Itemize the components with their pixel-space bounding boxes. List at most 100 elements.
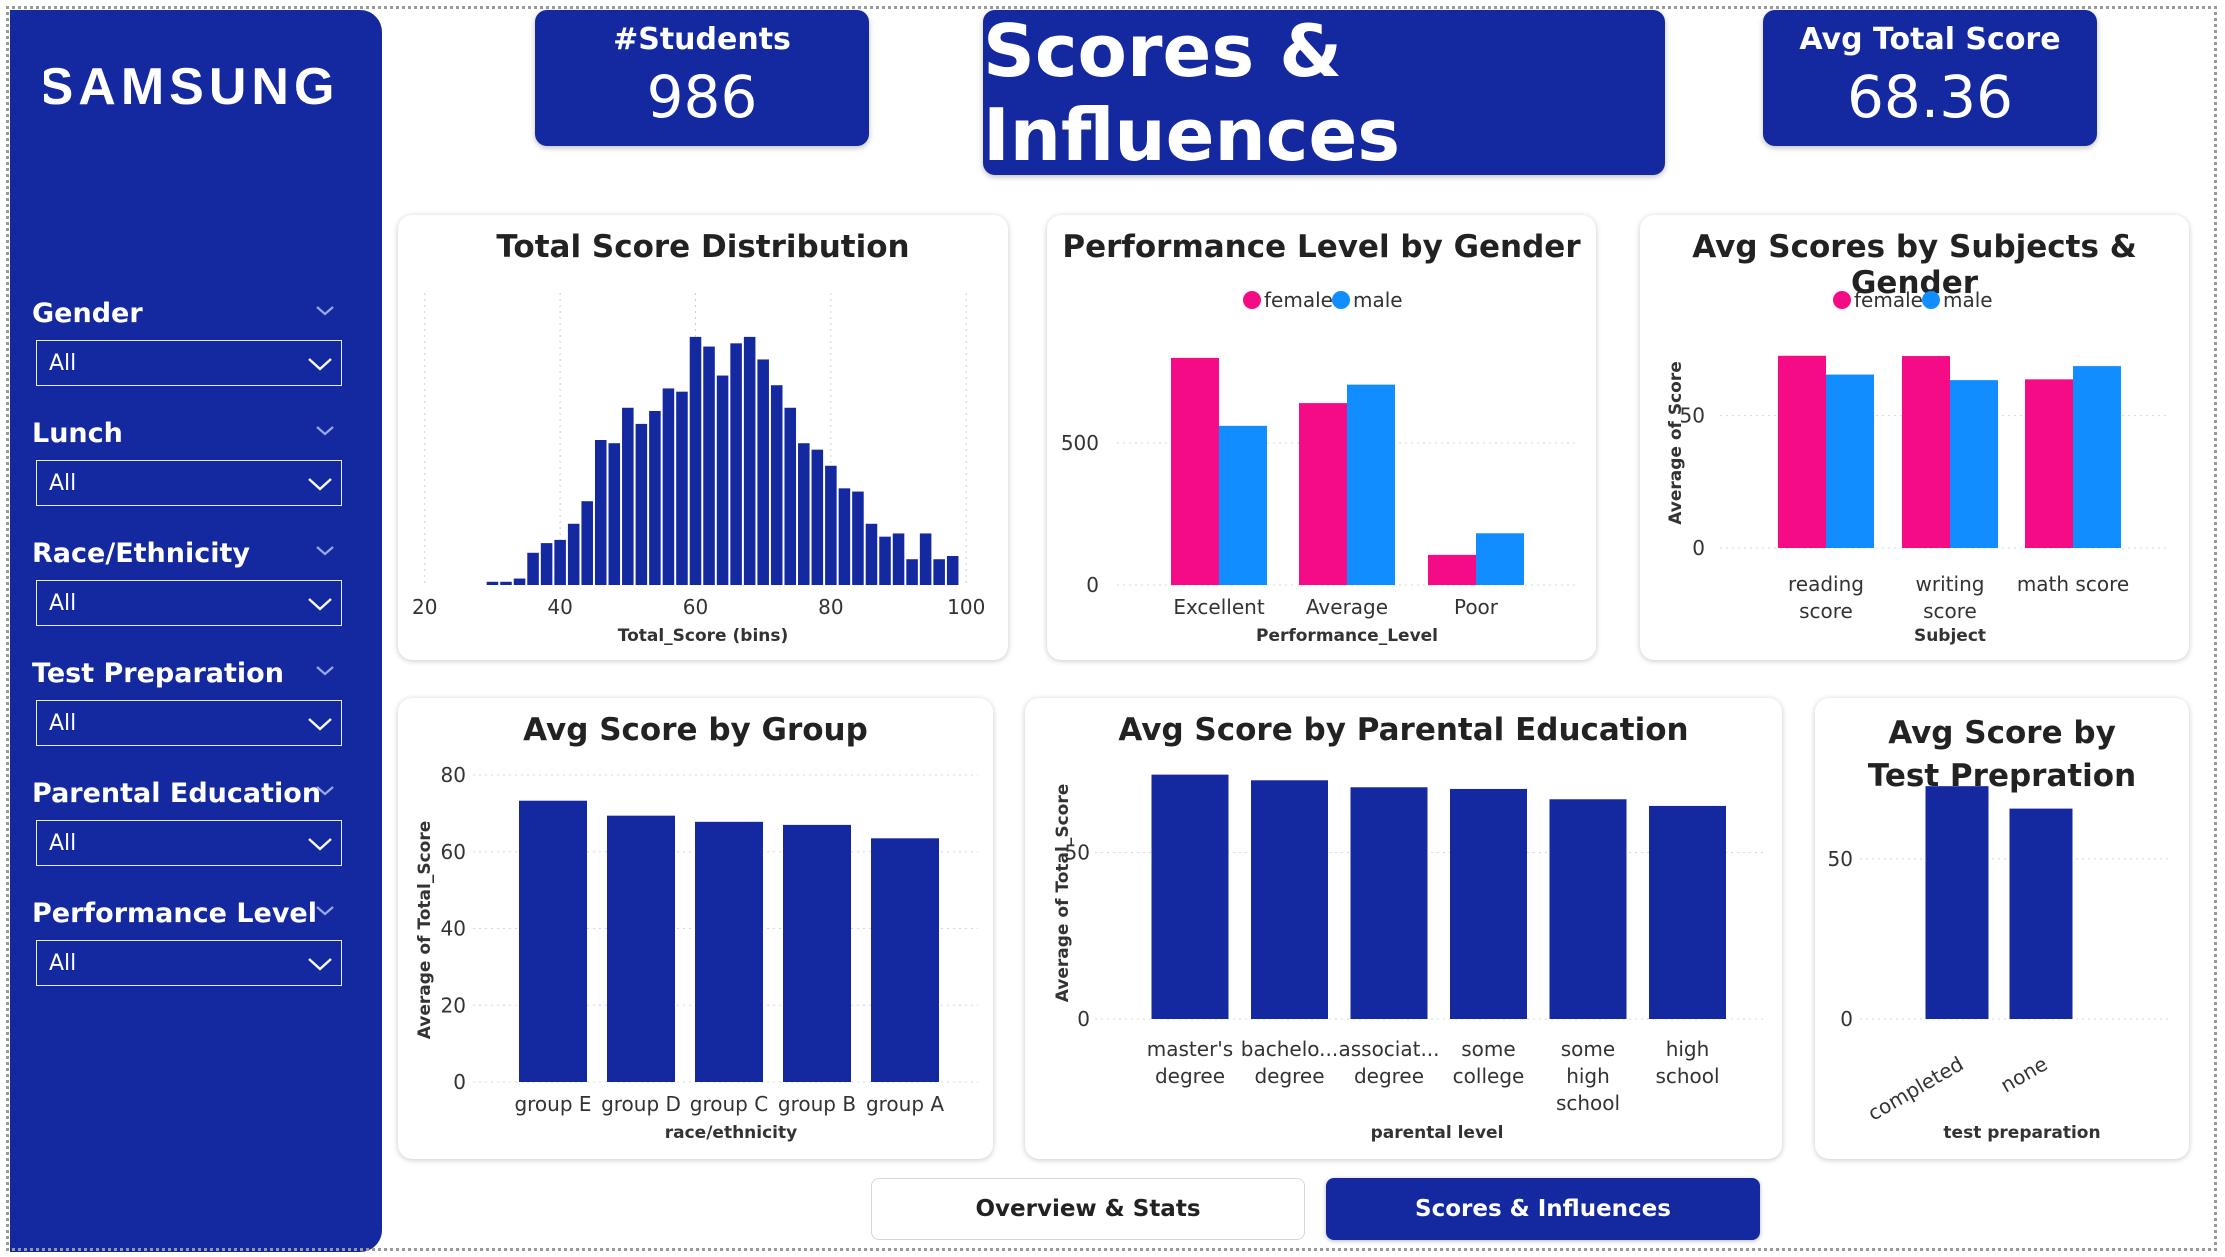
bar[interactable] [695, 821, 763, 1082]
histogram-bar[interactable] [662, 388, 675, 585]
histogram-bar[interactable] [486, 581, 499, 585]
bar[interactable] [519, 800, 587, 1082]
bar-male[interactable] [1950, 380, 1998, 548]
tab-scores-influences[interactable]: Scores & Influences [1326, 1178, 1760, 1240]
histogram-bar[interactable] [649, 411, 661, 585]
histogram-bar[interactable] [933, 559, 945, 585]
bar-female[interactable] [1902, 356, 1950, 548]
histogram-bar[interactable] [608, 443, 621, 585]
histogram-bar[interactable] [946, 556, 959, 585]
bar-male[interactable] [1826, 374, 1874, 548]
chart-card-total-score-distribution[interactable]: Total Score Distribution 20 40 60 80 100 Tota… [398, 215, 1008, 660]
y-tick-label: 80 [441, 763, 466, 787]
histogram-bar[interactable] [892, 533, 905, 585]
histogram-bar[interactable] [743, 336, 756, 585]
histogram-bar[interactable] [825, 465, 837, 585]
filter-selected-value: All [49, 711, 77, 736]
chart-title: Avg Score by Group [523, 712, 868, 748]
collapse-chevron-icon[interactable] [314, 900, 336, 922]
filter-sidebar: SAMSUNG Gender All Lunch All Race/Ethnicity A… [10, 10, 382, 1252]
bar-male[interactable] [1476, 533, 1524, 585]
filter-selected-value: All [49, 831, 77, 856]
filter-dropdown[interactable]: All [36, 580, 342, 626]
histogram-bar[interactable] [798, 443, 810, 585]
bar[interactable] [1450, 788, 1527, 1019]
bar-female[interactable] [2025, 379, 2073, 548]
histogram-bar[interactable] [757, 359, 769, 585]
bar-male[interactable] [1347, 384, 1395, 585]
bar[interactable] [871, 838, 939, 1082]
bar-female[interactable] [1171, 357, 1219, 585]
chart-svg: 20 40 60 80 100 Total_Score (bins) [412, 293, 985, 646]
chart-card-avg-score-by-test-preparation[interactable]: Avg Score by Test Prepration 0 50 complete… [1815, 698, 2189, 1159]
filter-dropdown[interactable]: All [36, 820, 342, 866]
bar[interactable] [1649, 805, 1726, 1019]
filter-dropdown[interactable]: All [36, 460, 342, 506]
histogram-bar[interactable] [906, 559, 918, 585]
bar-female[interactable] [1428, 554, 1476, 585]
bar[interactable] [1251, 780, 1328, 1019]
histogram-bar[interactable] [770, 385, 783, 585]
histogram-bar[interactable] [594, 440, 607, 585]
filter-dropdown[interactable]: All [36, 340, 342, 386]
chart-card-performance-level-by-gender[interactable]: Performance Level by Gender 0 500 female ma… [1047, 215, 1596, 660]
histogram-bar[interactable] [811, 449, 824, 585]
filter-dropdown[interactable]: All [36, 940, 342, 986]
histogram-bar[interactable] [865, 523, 878, 585]
tick-label-line: writing [1916, 572, 1985, 596]
bar-male[interactable] [1219, 425, 1267, 585]
bar-female[interactable] [1778, 355, 1826, 548]
bar[interactable] [1549, 799, 1627, 1019]
bar[interactable] [783, 824, 851, 1082]
tick-label-line: group A [866, 1092, 944, 1116]
histogram-bar[interactable] [676, 391, 688, 585]
filter-label-race-ethnicity: Race/Ethnicity [32, 538, 251, 569]
histogram-bar[interactable] [716, 375, 729, 585]
chart-card-avg-scores-by-subjects-gender[interactable]: Avg Scores by Subjects & Gender 0 50 femal… [1640, 215, 2189, 660]
kpi-avg-total-card: Avg Total Score 68.36 [1763, 10, 2097, 146]
filter-dropdown[interactable]: All [36, 700, 342, 746]
histogram-bar[interactable] [540, 543, 553, 585]
x-tick-label: associat... degree [1338, 1037, 1439, 1088]
histogram-bar[interactable] [581, 501, 593, 585]
histogram-bar[interactable] [567, 523, 580, 585]
histogram-bar[interactable] [919, 533, 932, 585]
histogram-bar[interactable] [513, 578, 526, 585]
bar[interactable] [1151, 774, 1229, 1019]
bar-male[interactable] [2073, 366, 2121, 548]
legend-male-label: male [1353, 288, 1403, 312]
tab-overview-stats[interactable]: Overview & Stats [871, 1178, 1305, 1240]
y-axis-title: Average of Total_Score [415, 821, 435, 1040]
legend-female-marker [1243, 291, 1261, 309]
histogram-bar[interactable] [689, 336, 702, 585]
bar[interactable] [1925, 786, 1989, 1019]
histogram-bar[interactable] [554, 539, 566, 585]
tick-label-line: bachelo... [1241, 1037, 1338, 1061]
x-tick-label: Poor [1454, 595, 1499, 619]
histogram-bar[interactable] [784, 407, 797, 585]
chart-card-avg-score-by-parental-education[interactable]: Avg Score by Parental Education 0 50 maste… [1025, 698, 1782, 1159]
histogram-bar[interactable] [730, 343, 742, 585]
bar[interactable] [1350, 787, 1428, 1019]
histogram-bar[interactable] [500, 581, 512, 585]
collapse-chevron-icon[interactable] [314, 780, 336, 802]
histogram-bar[interactable] [703, 346, 715, 585]
x-tick-label: 80 [818, 595, 843, 619]
collapse-chevron-icon[interactable] [314, 420, 336, 442]
histogram-bar[interactable] [622, 407, 634, 585]
histogram-bar[interactable] [852, 491, 864, 585]
histogram-bar[interactable] [635, 423, 648, 585]
bar-female[interactable] [1299, 403, 1347, 585]
y-tick-label: 0 [1692, 536, 1705, 560]
kpi-students-card: #Students 986 [535, 10, 869, 146]
histogram-bar[interactable] [879, 536, 891, 585]
chart-title: Avg Scores by Subjects & Gender [1692, 229, 2137, 301]
histogram-bar[interactable] [838, 488, 851, 585]
histogram-bar[interactable] [527, 552, 539, 585]
chart-card-avg-score-by-group[interactable]: Avg Score by Group 0 20 40 60 80 group E group… [398, 698, 993, 1159]
collapse-chevron-icon[interactable] [314, 300, 336, 322]
collapse-chevron-icon[interactable] [314, 660, 336, 682]
bar[interactable] [607, 815, 675, 1082]
bar[interactable] [2009, 808, 2073, 1019]
collapse-chevron-icon[interactable] [314, 540, 336, 562]
